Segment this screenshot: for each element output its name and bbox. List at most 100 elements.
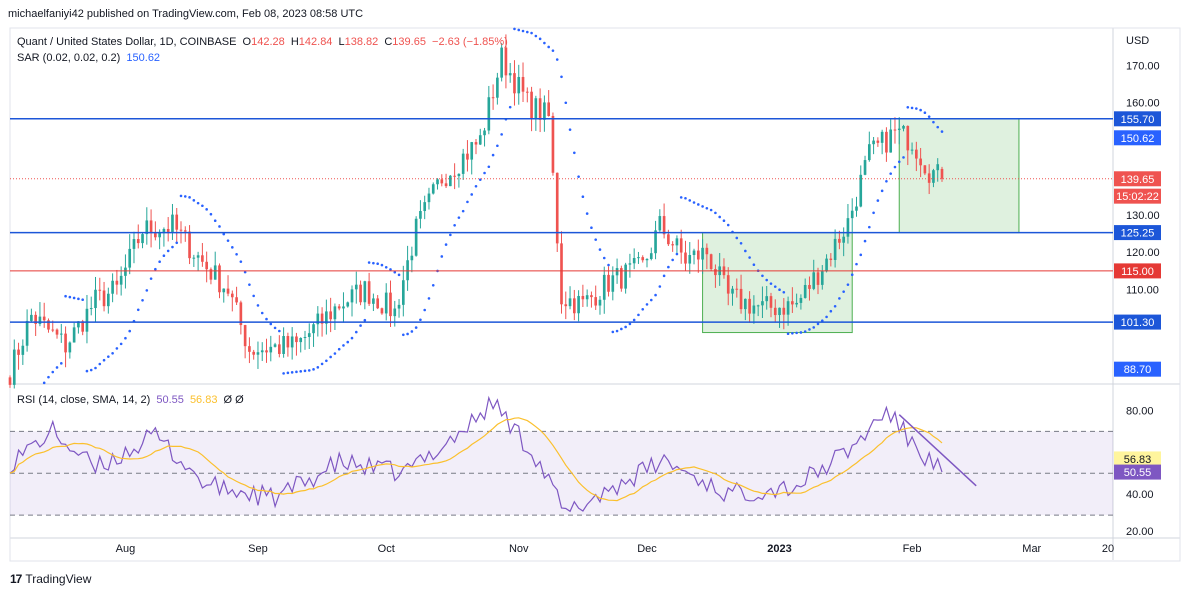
sar-dot [752, 263, 756, 266]
candle-body [98, 289, 102, 291]
sar-dot [602, 256, 606, 260]
candle-body [538, 98, 542, 120]
sar-dot [649, 298, 653, 302]
candle-body [739, 288, 743, 310]
price-tag-box [1114, 188, 1161, 204]
candle-body [731, 288, 734, 294]
candle-body [551, 115, 555, 173]
sar-dot [337, 347, 341, 351]
candle-body [714, 269, 717, 276]
sar-dot [735, 236, 739, 240]
candle-body [513, 73, 516, 94]
candle-body [483, 130, 486, 136]
sar-dot [812, 326, 816, 329]
sar-dot [705, 206, 709, 210]
sar-dot [179, 194, 183, 198]
sar-dot [885, 179, 888, 183]
candle-body [628, 263, 632, 265]
rsi-tick-label: 80.00 [1126, 405, 1154, 417]
symbol-name: Quant / United States Dollar, 1D, COINBA… [17, 36, 237, 48]
sar-dot [850, 273, 854, 276]
sar-dot [701, 205, 704, 208]
candle-body [923, 165, 927, 174]
candle-body [620, 268, 623, 289]
candle-body [453, 175, 456, 177]
sar-dot [453, 223, 456, 227]
price-tag-label: 150.62 [1121, 133, 1155, 145]
candle-body [838, 238, 841, 243]
candle-body [449, 175, 452, 187]
sar-dot [226, 239, 230, 242]
sar-label: SAR (0.02, 0.02, 0.2) [17, 52, 121, 64]
candle-body [581, 295, 585, 300]
candle-body [34, 314, 37, 324]
zone-box-1 [898, 118, 1020, 234]
sar-dot [654, 293, 657, 297]
candle-body [735, 288, 739, 290]
sar-dot [761, 274, 764, 278]
sar-dot [154, 267, 157, 271]
sar-legend: SAR (0.02, 0.02, 0.2) 150.62 [17, 52, 163, 64]
candle-body [235, 297, 238, 303]
candle-body [290, 336, 294, 348]
candle-body [312, 324, 315, 334]
price-tag-label: 15:02:22 [1116, 191, 1159, 203]
candle-body [410, 255, 414, 261]
sar-dot [175, 241, 179, 245]
candle-body [791, 301, 794, 305]
time-axis-label: Nov [509, 543, 529, 555]
candle-body [850, 210, 854, 219]
rsi-value: 50.55 [156, 394, 184, 406]
sar-dot [282, 372, 285, 375]
sar-dot [299, 370, 303, 373]
sar-dot [89, 368, 93, 372]
sar-dot [376, 262, 379, 266]
candle-body [517, 76, 521, 94]
sar-dot [513, 27, 516, 31]
sar-dot [697, 203, 700, 206]
sar-dot [508, 105, 512, 109]
candle-body [829, 258, 833, 260]
candle-body [936, 164, 940, 171]
sar-dot [662, 274, 666, 278]
candle-body [320, 313, 324, 324]
candle-body [534, 98, 538, 119]
candle-body [367, 281, 371, 304]
sar-dot [342, 344, 345, 347]
sar-dot [183, 195, 187, 198]
candle-body [765, 296, 769, 302]
sar-dot [55, 366, 59, 369]
sar-dot [354, 330, 358, 334]
time-axis-label: Dec [637, 543, 657, 555]
sar-dot [573, 151, 576, 155]
candle-body [299, 338, 303, 343]
sar-dot [667, 265, 670, 269]
candle-body [491, 97, 495, 99]
price-tick-label: 110.00 [1126, 285, 1159, 297]
candle-body [278, 344, 281, 354]
sar-dot [243, 270, 247, 274]
candle-body [436, 179, 439, 185]
sar-dot [722, 219, 726, 223]
sar-dot [564, 101, 568, 105]
sar-dot [47, 375, 50, 379]
candle-body [808, 284, 811, 289]
price-tag-label: 115.00 [1121, 266, 1154, 278]
candle-body [756, 305, 760, 307]
candle-body [679, 238, 683, 253]
sar-dot [136, 308, 140, 312]
sar-dot [72, 296, 76, 300]
candle-body [667, 234, 670, 245]
candle-body [782, 307, 786, 315]
sar-dot [333, 352, 337, 355]
sar-dot [474, 184, 478, 188]
candle-body [705, 247, 709, 255]
sar-dot [555, 58, 559, 61]
candle-body [867, 144, 871, 161]
candle-body [889, 129, 893, 153]
candle-body [726, 275, 730, 294]
candle-body [89, 308, 93, 310]
candle-body [196, 255, 200, 258]
price-tag-box [1114, 130, 1161, 146]
candle-body [55, 329, 59, 335]
